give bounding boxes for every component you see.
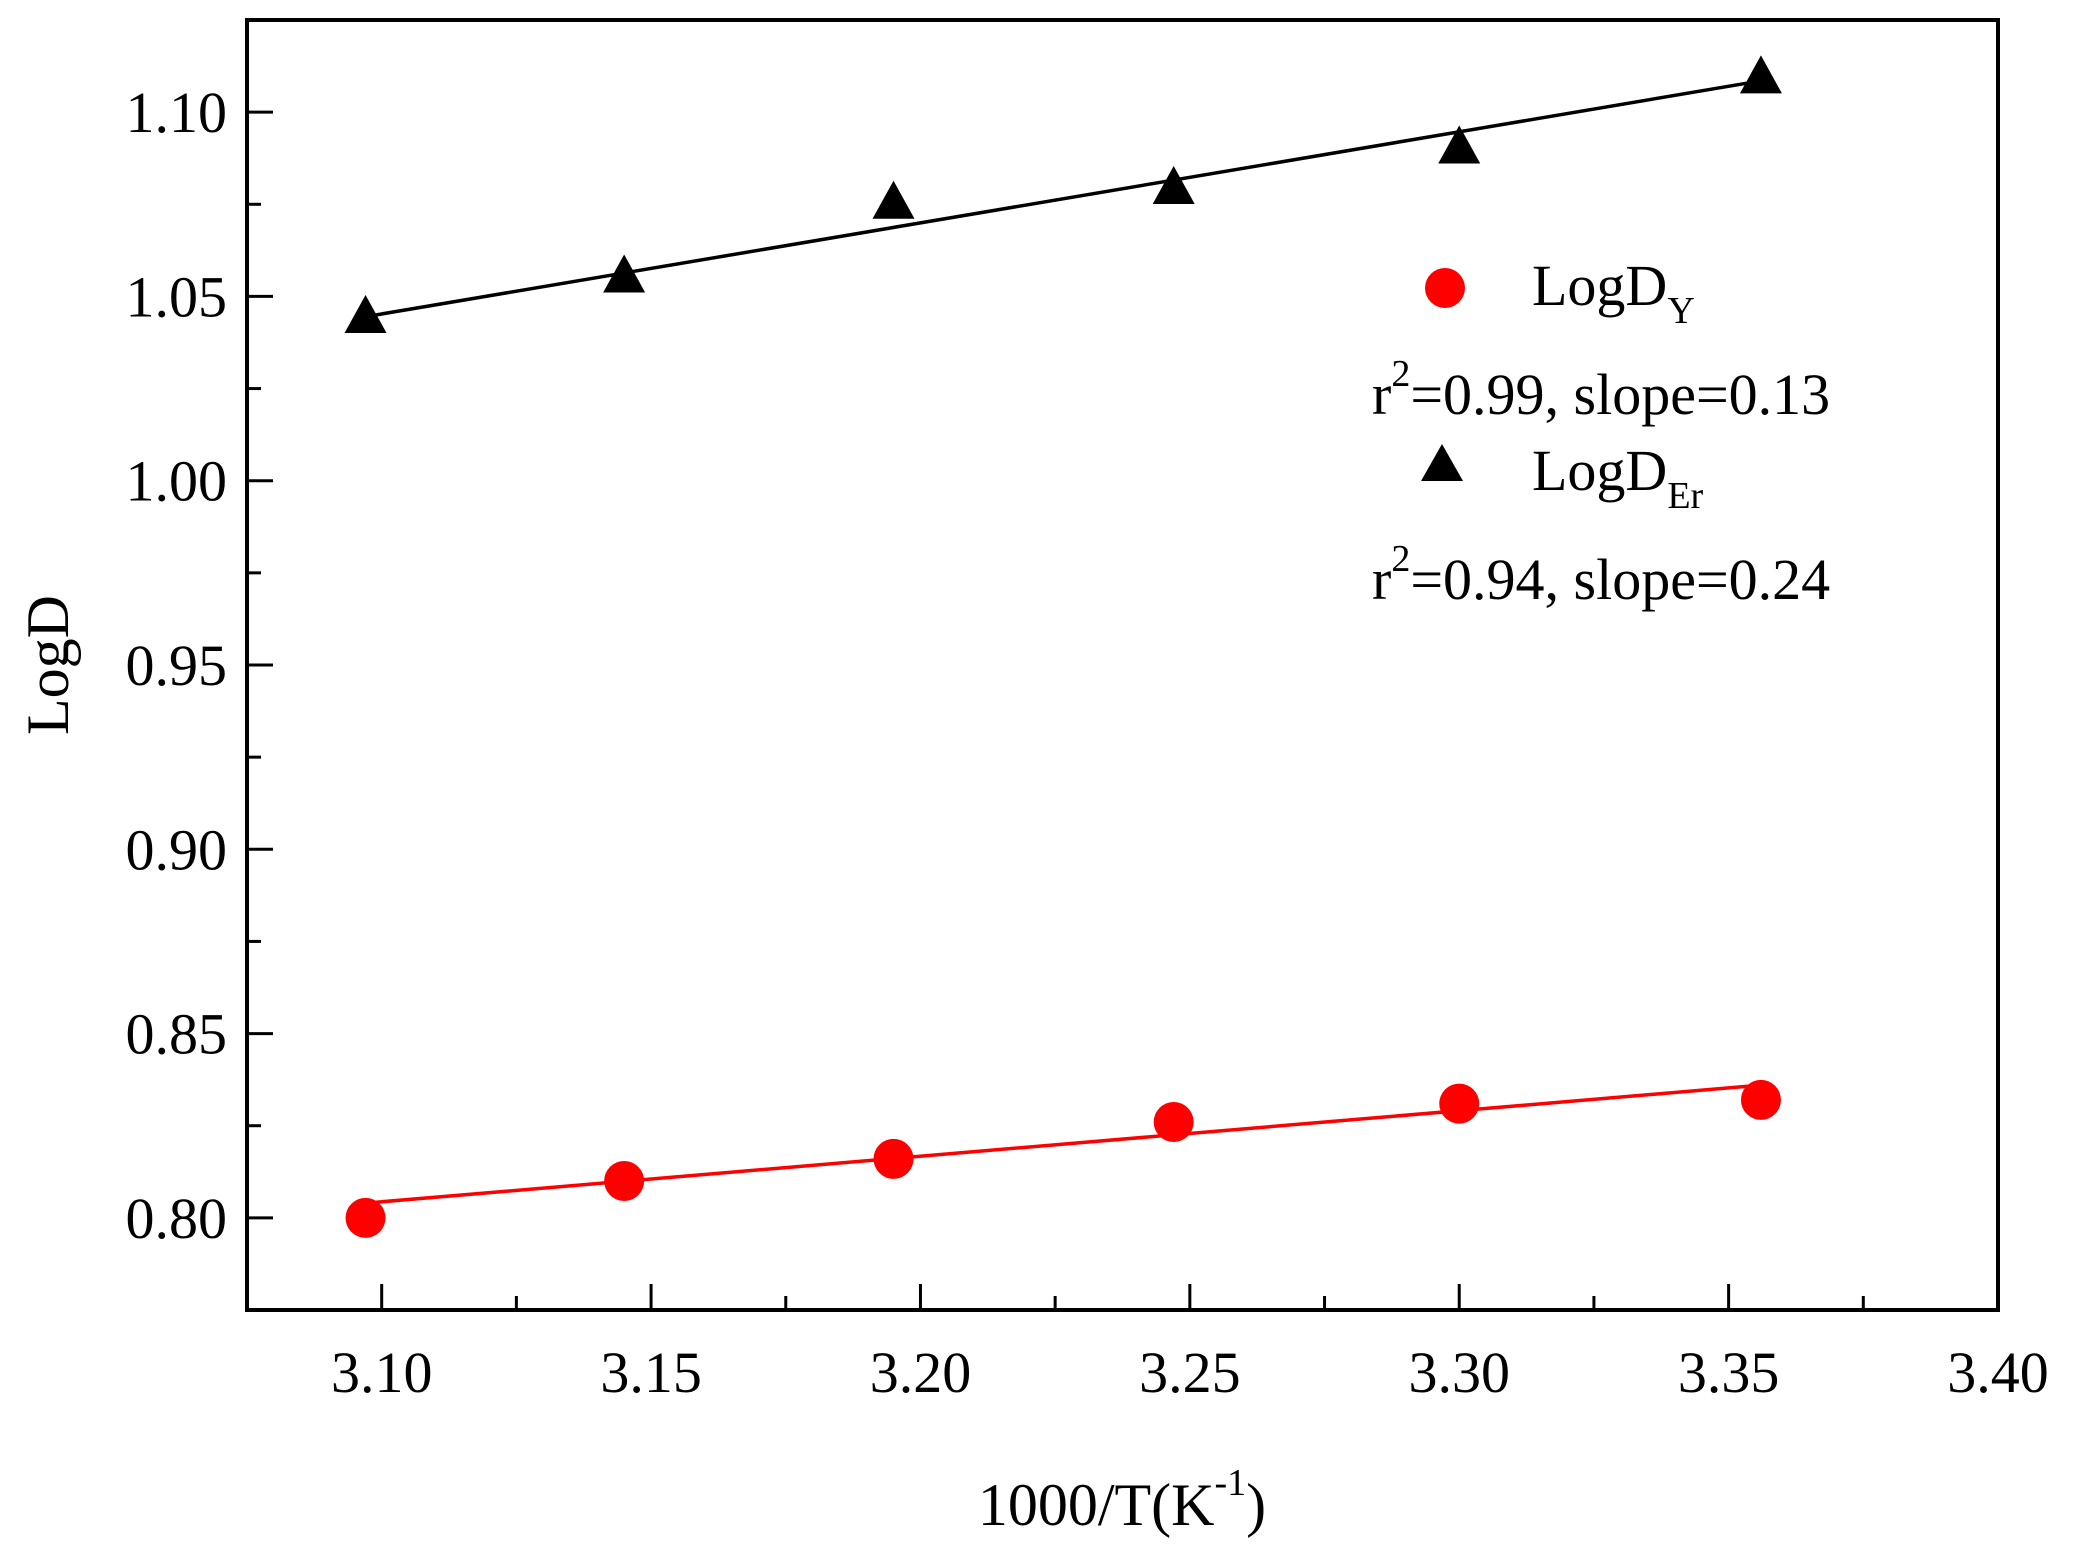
data-point-er	[1739, 55, 1782, 94]
legend-label-y: LogDY	[1532, 253, 1695, 332]
data-point-er	[344, 294, 387, 333]
tick-labels: 3.10 3.15 3.20 3.25 3.30 3.35 3.40 0.80 0.85 0.90…	[126, 80, 2049, 1405]
legend-label-er-main: LogD	[1532, 438, 1667, 503]
fit-line-y	[365, 1083, 1762, 1205]
x-tick-label: 3.10	[331, 1340, 433, 1405]
y-tick-label: 0.80	[126, 1186, 228, 1251]
data-point-y	[873, 1138, 914, 1179]
data-point-y	[604, 1161, 645, 1201]
annotation-y-superscript: 2	[1391, 353, 1410, 395]
annotation-er-superscript: 2	[1391, 538, 1410, 580]
y-tick-label: 0.95	[126, 633, 228, 698]
plot-frame	[245, 18, 2000, 1312]
data-point-er	[872, 180, 915, 219]
data-markers	[344, 55, 1782, 1238]
x-tick-label: 3.30	[1408, 1340, 1510, 1405]
legend-label-er-subscript: Er	[1667, 475, 1703, 517]
data-point-er	[1152, 165, 1195, 204]
y-axis-title: LogD	[15, 595, 81, 735]
annotation-y-text: =0.99, slope=0.13	[1410, 362, 1830, 427]
data-point-er	[603, 254, 646, 293]
data-point-y	[345, 1197, 386, 1238]
x-tick-label: 3.15	[600, 1340, 702, 1405]
x-tick-label: 3.40	[1947, 1340, 2049, 1405]
fit-lines	[365, 79, 1762, 1205]
legend-annotation-er: r2=0.94, slope=0.24	[1372, 538, 1830, 612]
y-tick-label: 0.90	[126, 817, 228, 882]
x-tick-label: 3.25	[1139, 1340, 1241, 1405]
axis-ticks	[247, 18, 2000, 1312]
legend-label-y-subscript: Y	[1667, 290, 1694, 332]
x-axis-title: 1000/T(K-1)	[978, 1462, 1266, 1538]
annotation-y-prefix: r	[1372, 362, 1391, 427]
y-tick-label: 1.10	[126, 80, 228, 145]
y-tick-label: 1.00	[126, 449, 228, 514]
x-tick-label: 3.35	[1678, 1340, 1780, 1405]
legend-label-y-main: LogD	[1532, 253, 1667, 318]
annotation-er-text: =0.94, slope=0.24	[1410, 547, 1830, 612]
x-axis-title-main: 1000/T(K	[978, 1472, 1215, 1538]
x-axis-title-superscript: -1	[1215, 1462, 1247, 1504]
legend-label-er: LogDEr	[1532, 438, 1704, 517]
legend: LogDY r2=0.99, slope=0.13 LogDEr r2=0.94…	[1372, 253, 1830, 612]
data-point-y	[1740, 1079, 1781, 1120]
fit-line-er	[365, 79, 1762, 319]
legend-annotation-y: r2=0.99, slope=0.13	[1372, 353, 1830, 427]
annotation-er-prefix: r	[1372, 547, 1391, 612]
y-tick-label: 0.85	[126, 1002, 228, 1067]
data-point-y	[1153, 1102, 1194, 1143]
x-axis-title-close: )	[1246, 1472, 1266, 1538]
x-tick-label: 3.20	[870, 1340, 972, 1405]
legend-marker-triangle	[1421, 444, 1463, 481]
y-tick-label: 1.05	[126, 264, 228, 329]
legend-marker-circle	[1425, 268, 1465, 308]
data-point-y	[1439, 1083, 1480, 1124]
data-point-er	[1438, 125, 1481, 164]
